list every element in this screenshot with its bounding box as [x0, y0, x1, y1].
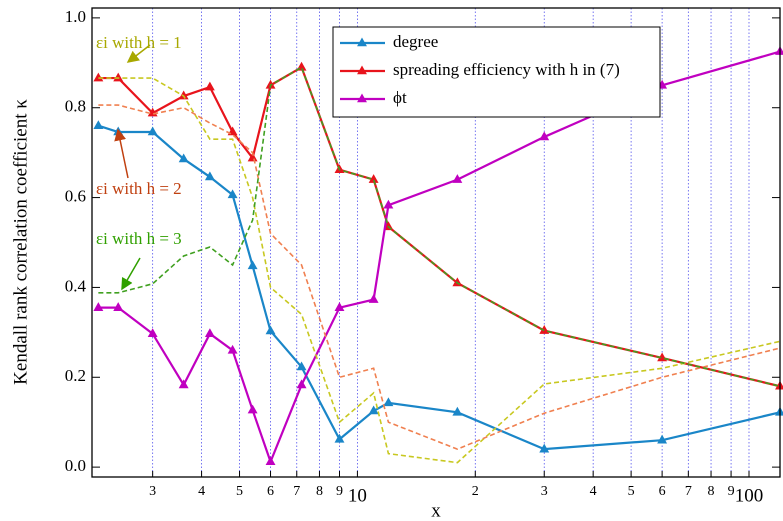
legend-label: degree: [393, 32, 438, 51]
data-point: [265, 79, 276, 89]
data-point: [204, 171, 215, 181]
data-point: [539, 443, 550, 453]
data-point: [775, 406, 783, 416]
data-point: [452, 406, 463, 416]
data-point: [368, 294, 379, 303]
x-tick-label: 4: [198, 484, 205, 499]
x-tick-label: 3: [149, 484, 156, 499]
data-point: [265, 325, 276, 335]
x-tick-label: 6: [267, 484, 274, 499]
y-tick-label: 0.0: [65, 456, 86, 475]
data-point: [296, 361, 307, 371]
x-tick-label: 6: [659, 484, 666, 499]
data-point: [247, 404, 258, 414]
plot: [93, 46, 783, 466]
legend-label: spreading efficiency with h in (7): [393, 60, 620, 79]
data-point: [368, 405, 379, 415]
data-point: [368, 174, 379, 183]
x-tick-label: 2: [472, 484, 479, 499]
data-point: [227, 344, 238, 354]
x-tick-label: 5: [236, 484, 243, 499]
x-axis-label: x: [431, 500, 441, 521]
dashed-curve: [98, 104, 781, 451]
x-tick-label: 7: [293, 484, 300, 499]
data-point: [178, 153, 189, 163]
data-point: [147, 126, 158, 136]
data-point: [227, 189, 238, 199]
data-point: [775, 380, 783, 390]
x-tick-label: 9: [728, 484, 735, 499]
x-tick-label: 9: [336, 484, 343, 499]
series-line: [98, 124, 781, 451]
series-line: [98, 50, 781, 465]
x-tick-label: 8: [316, 484, 323, 499]
y-tick-label: 1.0: [65, 7, 86, 26]
annotation: εi with h = 1: [96, 33, 182, 52]
data-point: [204, 81, 215, 91]
plot-frame: [91, 7, 781, 478]
x-tick-label: 7: [685, 484, 692, 499]
y-axis-label: Kendall rank correlation coefficient κ: [10, 99, 31, 385]
data-point: [383, 397, 394, 407]
legend-box: [332, 26, 661, 118]
legend-marker: [357, 37, 367, 47]
data-point: [334, 433, 345, 443]
annotation: εi with h = 2: [96, 179, 182, 198]
data-point: [539, 131, 550, 141]
y-tick-label: 0.8: [65, 97, 86, 116]
data-point: [93, 120, 104, 129]
annotation-arrow: [114, 128, 129, 179]
data-point: [113, 302, 124, 311]
data-point: [113, 72, 124, 82]
x-tick-label: 8: [708, 484, 715, 499]
x-tick-label: 3: [541, 484, 548, 499]
data-point: [204, 328, 215, 337]
data-point: [93, 302, 104, 311]
data-point: [247, 260, 258, 270]
data-point: [296, 379, 307, 389]
legend-marker: [357, 93, 367, 103]
x-tick-label: 4: [590, 484, 597, 499]
dashed-curve: [98, 66, 781, 388]
data-point: [657, 434, 668, 444]
legend-marker: [357, 65, 367, 75]
data-point: [265, 456, 276, 466]
data-point: [452, 174, 463, 183]
y-tick-label: 0.4: [65, 276, 87, 295]
dashed-curve: [98, 77, 781, 464]
annotation-arrow: [126, 44, 151, 63]
data-point: [539, 325, 550, 334]
data-point: [93, 72, 104, 82]
annotation-arrow: [121, 257, 141, 291]
data-point: [178, 379, 189, 389]
data-point: [334, 302, 345, 311]
data-point: [383, 199, 394, 209]
y-tick-label: 0.2: [65, 366, 86, 385]
data-point: [227, 126, 238, 136]
legend: degree spreading efficiency with h in (7)…: [332, 26, 661, 118]
legend-label: ϕt: [393, 88, 407, 107]
data-point: [178, 90, 189, 100]
y-tick-label: 0.6: [65, 186, 86, 205]
x-tick-label: 5: [628, 484, 635, 499]
x-tick-label: 100: [735, 485, 764, 506]
annotation: εi with h = 3: [96, 229, 182, 248]
data-point: [147, 328, 158, 337]
data-point: [775, 46, 783, 55]
x-tick-label: 10: [348, 485, 367, 506]
data-point: [247, 152, 258, 162]
